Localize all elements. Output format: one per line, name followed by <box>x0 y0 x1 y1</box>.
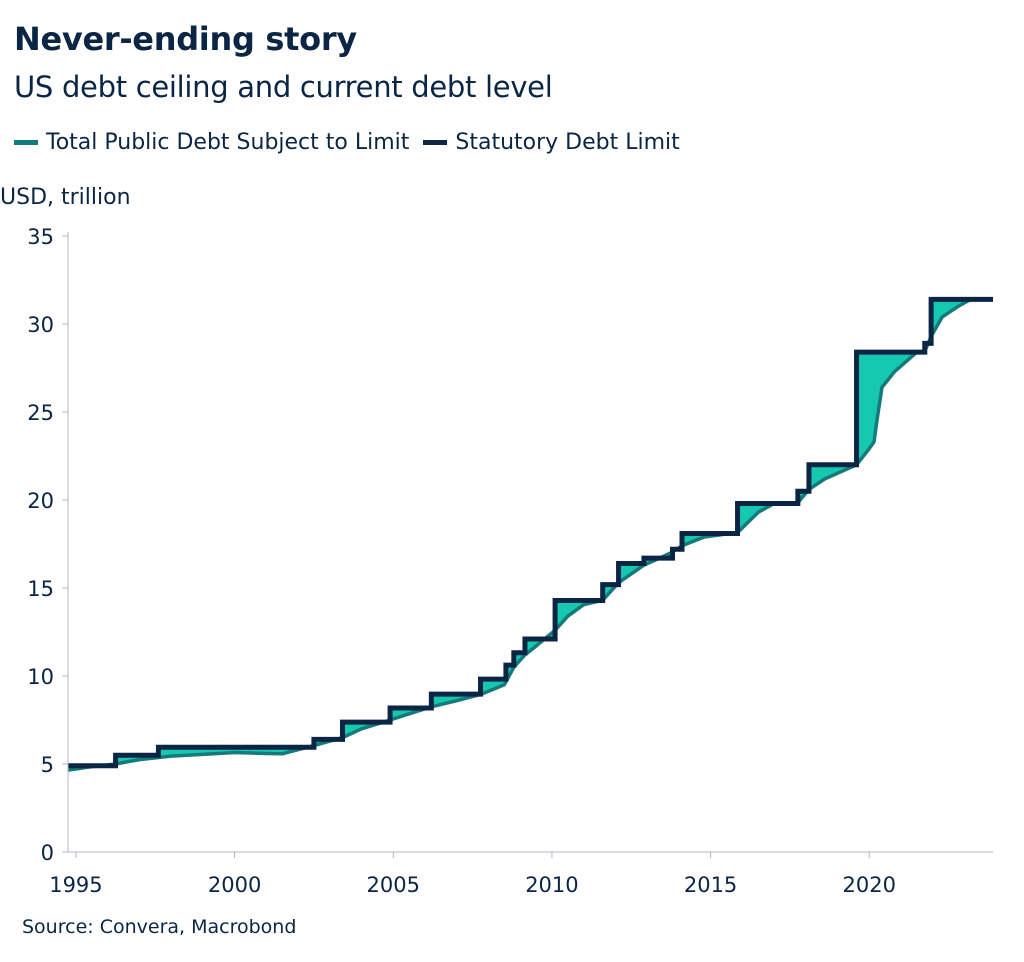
legend-item-debt-limit: Statutory Debt Limit <box>423 130 680 155</box>
x-tick-label: 2005 <box>367 873 420 897</box>
y-tick-label: 0 <box>41 841 54 865</box>
legend-swatch-debt-limit <box>423 140 448 145</box>
y-tick-label: 25 <box>27 401 54 425</box>
chart-legend: Total Public Debt Subject to Limit Statu… <box>14 130 694 155</box>
x-tick-label: 2000 <box>208 873 261 897</box>
x-tick-label: 2010 <box>525 873 578 897</box>
legend-label-debt-limit: Statutory Debt Limit <box>455 130 680 155</box>
x-tick-label: 1995 <box>49 873 102 897</box>
legend-label-total-debt: Total Public Debt Subject to Limit <box>46 130 410 155</box>
y-tick-label: 10 <box>27 665 54 689</box>
chart-subtitle: US debt ceiling and current debt level <box>14 70 553 104</box>
y-tick-label: 5 <box>41 753 54 777</box>
y-tick-label: 35 <box>27 225 54 249</box>
series-line-debt-limit <box>68 296 993 769</box>
y-axis-unit-label: USD, trillion <box>0 185 131 210</box>
legend-item-total-debt: Total Public Debt Subject to Limit <box>14 130 409 155</box>
legend-swatch-total-debt <box>14 140 38 145</box>
y-tick-label: 30 <box>27 313 54 337</box>
y-tick-label: 20 <box>27 489 54 513</box>
x-tick-label: 2015 <box>684 873 737 897</box>
y-tick-label: 15 <box>27 577 54 601</box>
source-note: Source: Convera, Macrobond <box>22 916 297 938</box>
x-tick-label: 2020 <box>843 873 896 897</box>
series-line-total-debt <box>67 297 993 772</box>
chart-title: Never-ending story <box>14 20 357 58</box>
